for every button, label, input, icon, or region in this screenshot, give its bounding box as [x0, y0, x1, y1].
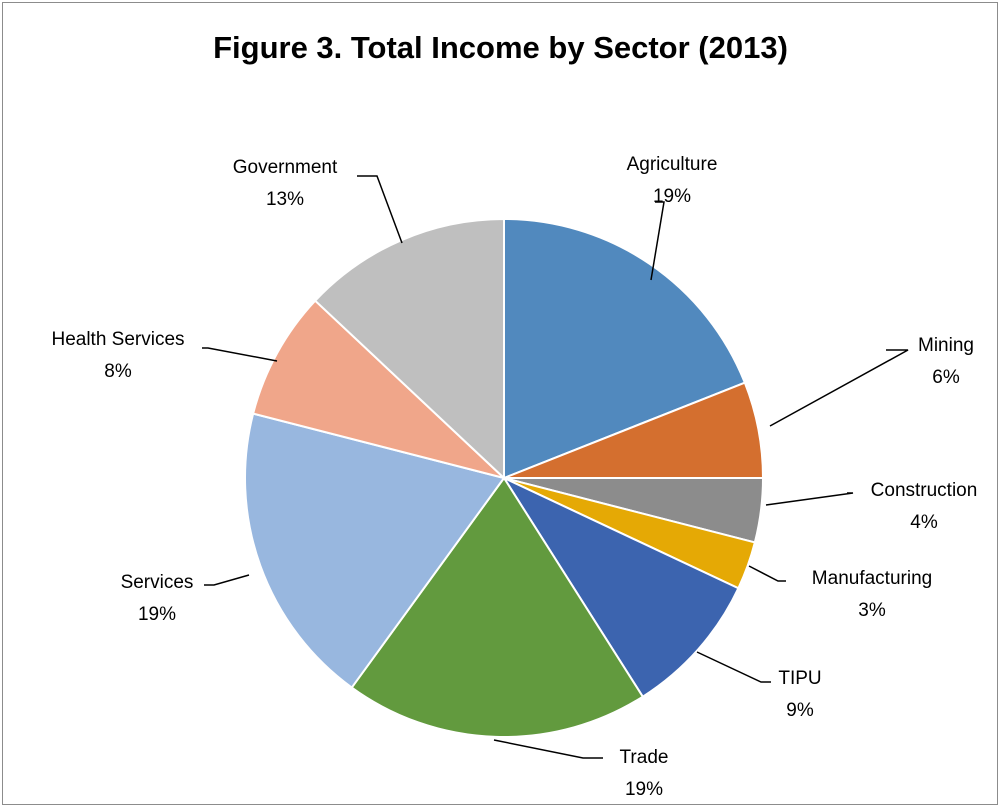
pie-slice-agriculture: [503, 217, 747, 480]
slice-label-construction: Construction: [871, 480, 978, 501]
leader-line-mining: [769, 349, 909, 427]
slice-label-health-services: Health Services: [51, 329, 184, 350]
leader-line-trade: [493, 739, 603, 759]
slice-label-tipu: TIPU: [778, 668, 821, 689]
slice-percent-government: 13%: [266, 189, 304, 210]
slice-label-manufacturing: Manufacturing: [812, 568, 932, 589]
pie-slice-trade: [350, 476, 645, 738]
pie-slice-services: [244, 412, 506, 689]
leader-lines: [202, 175, 909, 759]
slice-label-mining: Mining: [918, 335, 974, 356]
leader-line-tipu: [696, 651, 771, 683]
pie-slice-health-services: [251, 299, 505, 479]
slice-percent-agriculture: 19%: [653, 186, 691, 207]
slice-percent-trade: 19%: [625, 779, 663, 800]
leader-line-construction: [765, 492, 854, 506]
leader-line-manufacturing: [748, 565, 786, 582]
slice-label-services: Services: [121, 572, 194, 593]
leader-line-agriculture: [650, 201, 665, 281]
slice-labels: Agriculture 19% Mining 6% Construction 4% Manu…: [51, 154, 977, 800]
slice-label-agriculture: Agriculture: [627, 154, 718, 175]
slice-percent-tipu: 9%: [786, 700, 814, 721]
pie-slices: [244, 217, 765, 738]
slice-percent-services: 19%: [138, 604, 176, 625]
pie-slice-tipu: [501, 475, 740, 699]
leader-line-government: [357, 175, 403, 244]
leader-line-services: [204, 574, 250, 586]
slice-label-government: Government: [233, 157, 338, 178]
leader-line-health-services: [202, 347, 278, 362]
slice-label-trade: Trade: [620, 747, 669, 768]
chart-title: Figure 3. Total Income by Sector (2013): [213, 30, 788, 65]
slice-percent-mining: 6%: [932, 367, 960, 388]
slice-percent-construction: 4%: [910, 512, 938, 533]
slice-percent-manufacturing: 3%: [858, 600, 886, 621]
slice-percent-health-services: 8%: [104, 361, 132, 382]
